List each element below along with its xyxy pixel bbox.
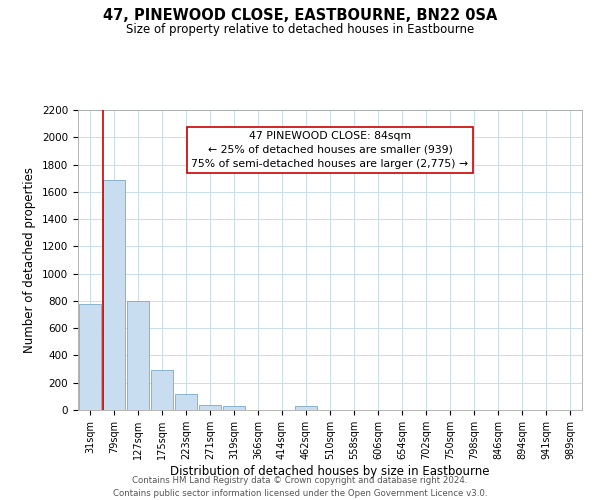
Bar (79, 304, 101, 410)
Text: Size of property relative to detached houses in Eastbourne: Size of property relative to detached ho… (126, 22, 474, 36)
Bar (127, 301, 149, 410)
Bar (223, 406, 245, 410)
Bar (175, 394, 197, 410)
Text: 47 PINEWOOD CLOSE: 84sqm
← 25% of detached houses are smaller (939)
75% of semi-: 47 PINEWOOD CLOSE: 84sqm ← 25% of detach… (191, 131, 469, 169)
Bar (295, 406, 317, 410)
X-axis label: Distribution of detached houses by size in Eastbourne: Distribution of detached houses by size … (170, 464, 490, 477)
Text: Contains HM Land Registry data © Crown copyright and database right 2024.
Contai: Contains HM Land Registry data © Crown c… (113, 476, 487, 498)
Bar (199, 404, 221, 410)
Y-axis label: Number of detached properties: Number of detached properties (23, 167, 37, 353)
Bar (151, 370, 173, 410)
Text: 47, PINEWOOD CLOSE, EASTBOURNE, BN22 0SA: 47, PINEWOOD CLOSE, EASTBOURNE, BN22 0SA (103, 8, 497, 22)
Bar (103, 180, 125, 410)
